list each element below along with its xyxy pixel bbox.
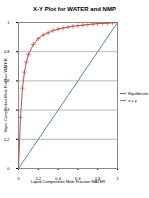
svg-text:0.8: 0.8 bbox=[4, 49, 10, 54]
svg-text:Vapor Composition Mole Fractio: Vapor Composition Mole Fraction WATER bbox=[3, 58, 8, 132]
html-text:x = y: x = y bbox=[128, 98, 137, 103]
svg-text:1: 1 bbox=[116, 176, 119, 181]
svg-text:0: 0 bbox=[7, 166, 10, 171]
svg-text:Liquid Composition Mole Fracti: Liquid Composition Mole Fraction WATER bbox=[31, 179, 106, 184]
svg-text:1: 1 bbox=[7, 20, 10, 25]
svg-text:0.2: 0.2 bbox=[4, 137, 10, 142]
svg-text:0: 0 bbox=[17, 176, 20, 181]
html-text:Equilibrium: Equilibrium bbox=[128, 91, 148, 96]
html-text:X-Y Plot for WATER and NMP: X-Y Plot for WATER and NMP bbox=[33, 6, 116, 12]
